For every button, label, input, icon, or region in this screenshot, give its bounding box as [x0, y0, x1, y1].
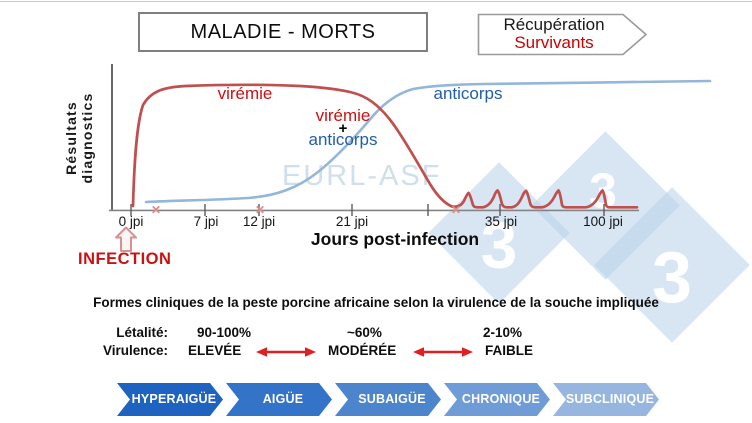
antibodies-label: anticorps — [433, 84, 503, 103]
infection-label: INFECTION — [78, 250, 172, 268]
virulence-low: FAIBLE — [485, 343, 534, 358]
lethality-low: 2-10% — [483, 325, 523, 340]
double-arrow-icon — [413, 347, 473, 357]
plus-icon: + — [338, 120, 348, 137]
course-step-hyperacute: HYPERAIGÜE — [117, 383, 223, 416]
virulence-label: Virulence: — [102, 343, 168, 358]
viremia-curve — [131, 83, 639, 209]
course-step-subacute: SUBAIGÜE — [335, 383, 441, 416]
tick-label-0jpi: 0 jpi — [118, 214, 144, 229]
tick-label-21jpi: 21 jpi — [335, 214, 369, 229]
overlap-label-viremia: virémie — [315, 106, 371, 125]
course-step-acute: AIGÜE — [226, 383, 332, 416]
recovery-line1: Récupération — [503, 15, 605, 34]
chart-plot: ✕ ✕ ✕ — [109, 64, 712, 217]
course-step-chronic: CHRONIQUE — [444, 383, 550, 416]
top-border-line — [0, 1, 752, 2]
lethality-moderate: ~60% — [347, 325, 382, 340]
recovery-line2: Survivants — [514, 33, 594, 52]
course-step-subclinical: SUBCLINIQUE — [553, 383, 659, 416]
maladie-morts-box: MALADIE - MORTS — [138, 12, 428, 52]
tick-label-100jpi: 100 jpi — [583, 214, 623, 229]
virulence-high: ELEVÉE — [188, 343, 242, 358]
x-axis-ticks — [130, 204, 605, 216]
overlap-label-antibodies: anticorps — [308, 130, 378, 149]
sampling-x-markers: ✕ ✕ ✕ — [151, 203, 461, 217]
x-marker-icon: ✕ — [151, 203, 161, 217]
logo-digit-3: 3 — [651, 238, 693, 318]
logo-digit-3: 3 — [480, 208, 518, 282]
lethality-high: 90-100% — [197, 325, 252, 340]
x-marker-icon: ✕ — [255, 203, 265, 217]
x-axis-title: Jours post-infection — [310, 229, 480, 249]
viremia-label: virémie — [217, 84, 273, 103]
tick-label-35jpi: 35 jpi — [484, 214, 518, 229]
double-arrow-icon — [256, 347, 316, 357]
recovery-arrow-shape — [477, 13, 648, 56]
tick-label-12jpi: 12 jpi — [242, 214, 276, 229]
recovery-label: Récupération Survivants — [484, 16, 624, 52]
clinical-forms-heading: Formes cliniques de la peste porcine afr… — [93, 295, 659, 310]
clinical-course-chevrons: HYPERAIGÜE AIGÜE SUBAIGÜE CHRONIQUE SUBC… — [117, 383, 659, 416]
antibodies-curve — [144, 79, 712, 204]
lethality-label: Létalité: — [116, 325, 168, 340]
tick-label-7jpi: 7 jpi — [193, 214, 219, 229]
infection-up-arrow-icon — [115, 226, 137, 252]
eurl-asf-watermark: EURL-ASF — [282, 160, 442, 192]
x-marker-icon: ✕ — [451, 203, 461, 217]
virulence-moderate: MODÉRÉE — [328, 343, 397, 358]
